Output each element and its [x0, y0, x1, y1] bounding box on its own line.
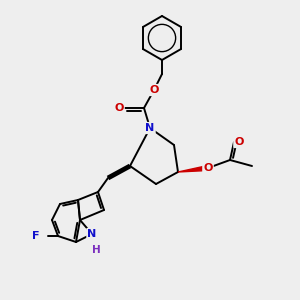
Text: F: F: [32, 231, 40, 241]
Polygon shape: [178, 166, 208, 172]
Text: O: O: [114, 103, 124, 113]
Text: O: O: [203, 163, 213, 173]
Text: N: N: [87, 229, 97, 239]
Text: N: N: [146, 123, 154, 133]
Text: H: H: [92, 245, 100, 255]
Text: O: O: [149, 85, 159, 95]
Text: O: O: [234, 137, 244, 147]
